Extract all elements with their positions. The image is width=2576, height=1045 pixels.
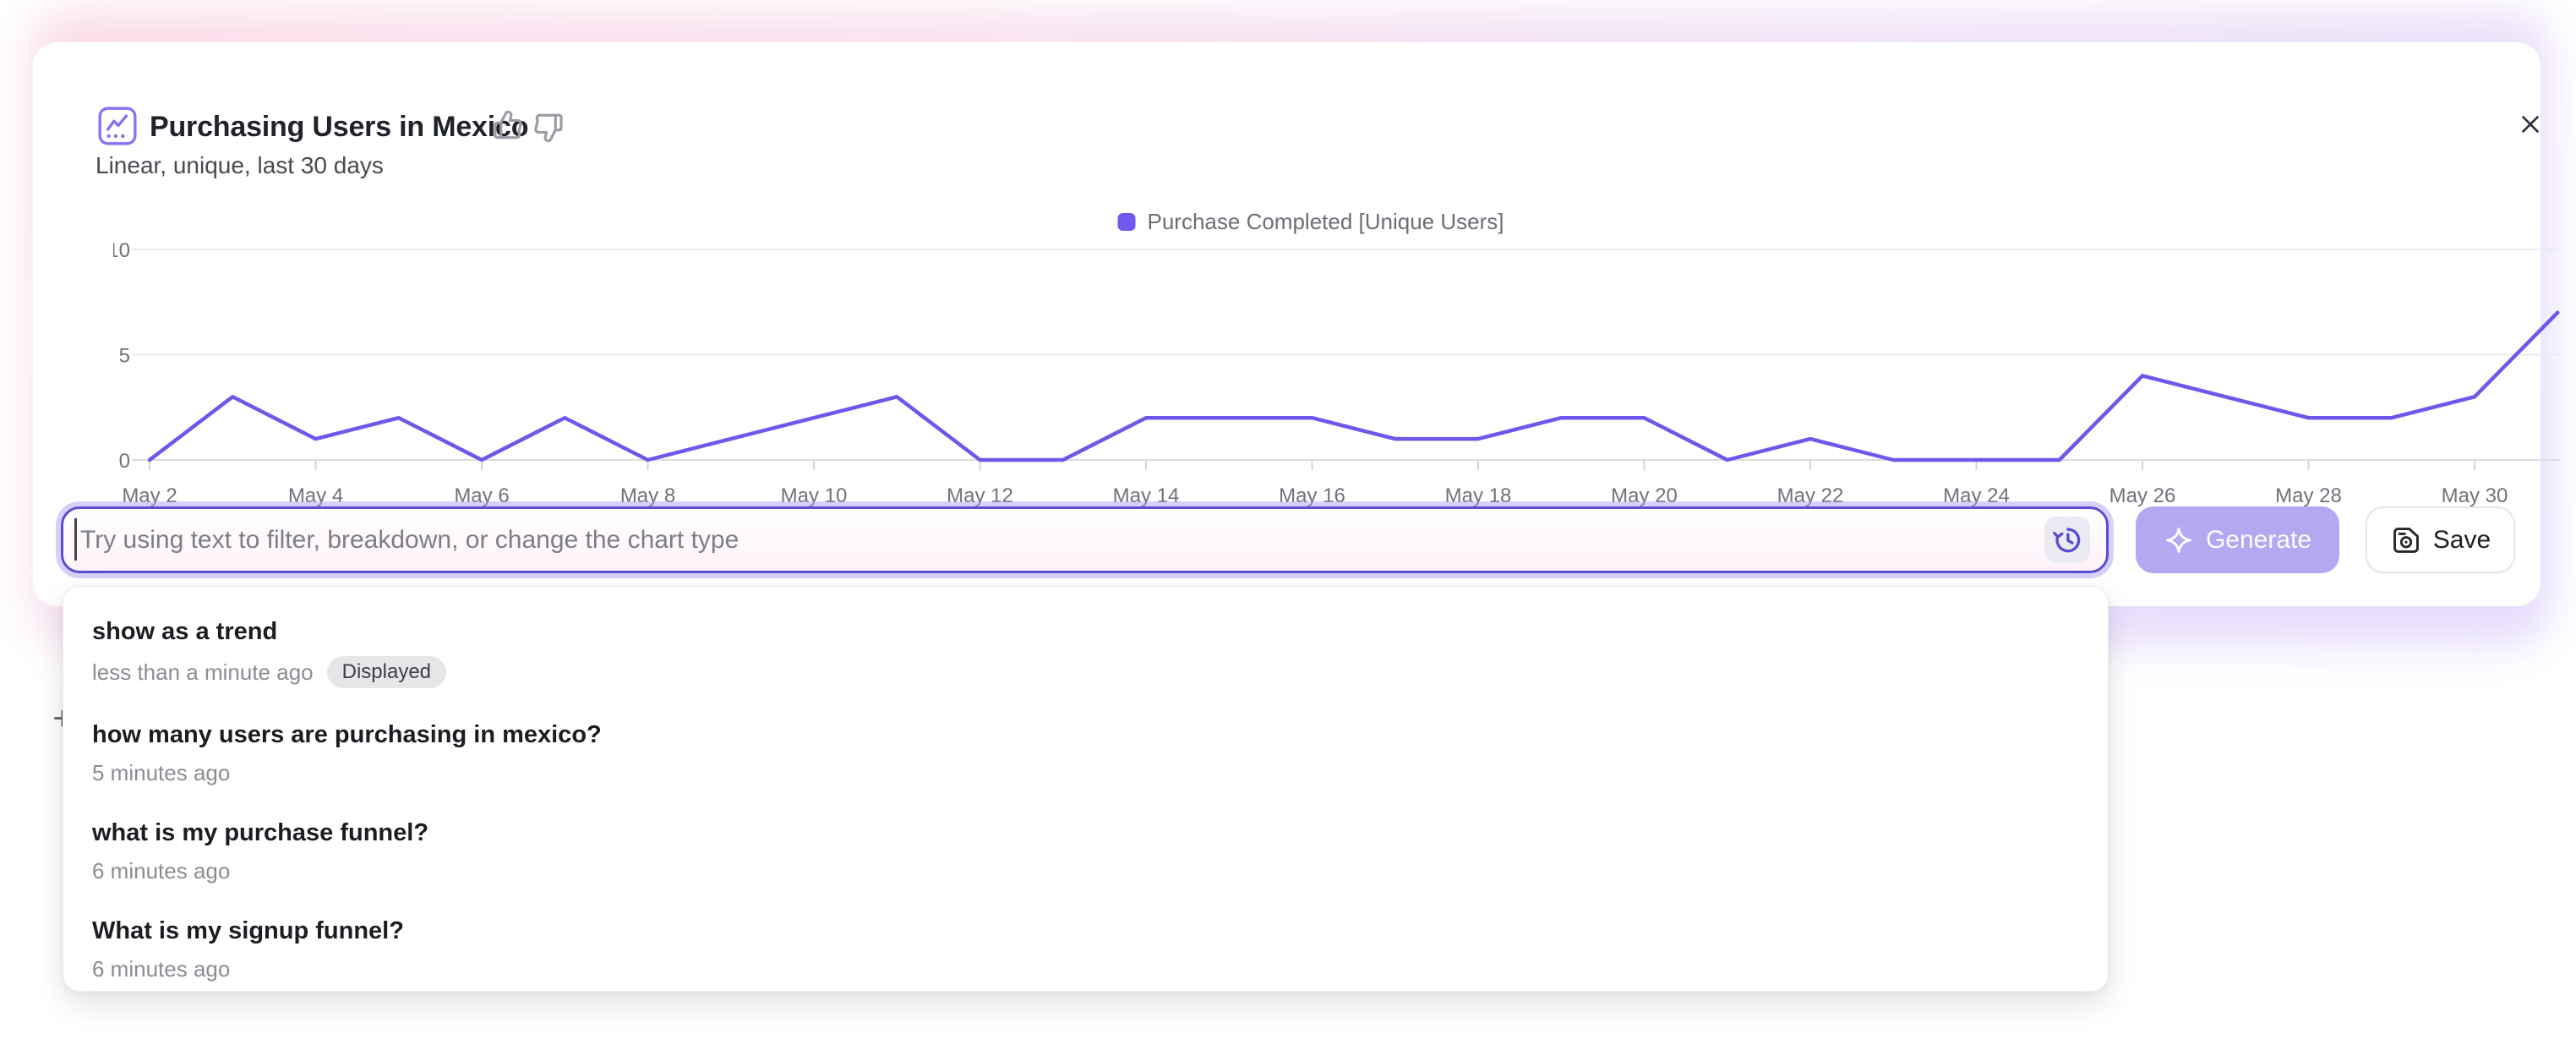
page-title: Purchasing Users in Mexico [150,111,529,143]
legend-label: Purchase Completed [Unique Users] [1147,209,1504,234]
svg-text:May 4: May 4 [288,484,343,507]
thumbs-up-icon[interactable] [489,107,527,144]
line-chart: 0 5 10 May 2 May 4 May 6 May 8 May 10 May 12 May … [113,239,2560,507]
sparkle-icon [2166,527,2191,553]
history-time: 6 minutes ago [92,858,231,884]
history-item[interactable]: What is my signup funnel? 6 minutes ago [63,900,2108,991]
svg-text:May 28: May 28 [2275,484,2342,507]
svg-text:May 10: May 10 [781,484,848,507]
svg-text:May 12: May 12 [947,484,1013,507]
svg-text:May 6: May 6 [454,484,509,507]
history-item[interactable]: how many users are purchasing in mexico?… [63,703,2108,802]
generate-button[interactable]: Generate [2136,506,2339,573]
svg-text:May 14: May 14 [1113,484,1180,507]
save-label: Save [2432,525,2491,554]
text-caret [74,518,77,561]
history-time: 5 minutes ago [92,760,231,785]
history-query: What is my signup funnel? [92,917,404,944]
save-icon [2393,527,2419,553]
history-icon[interactable] [2044,517,2090,562]
chart-subtitle: Linear, unique, last 30 days [96,152,384,178]
history-query: how many users are purchasing in mexico? [92,721,602,748]
history-item[interactable]: what is my purchase funnel? 6 minutes ag… [63,802,2108,900]
status-badge: Displayed [326,656,447,688]
svg-text:0: 0 [119,450,130,473]
history-time: 6 minutes ago [92,956,231,982]
svg-text:May 8: May 8 [620,484,675,507]
close-icon[interactable] [2508,101,2553,147]
history-query: show as a trend [92,618,278,645]
history-time: less than a minute ago [92,659,314,685]
generate-label: Generate [2205,525,2312,554]
svg-text:10: 10 [113,239,130,262]
svg-text:May 16: May 16 [1279,484,1345,507]
history-item[interactable]: show as a trend less than a minute ago D… [63,600,2108,703]
svg-text:May 22: May 22 [1777,484,1844,507]
legend-swatch [1117,213,1136,231]
svg-text:May 26: May 26 [2109,484,2176,507]
save-button[interactable]: Save [2366,506,2515,573]
svg-text:May 18: May 18 [1445,484,1512,507]
svg-text:May 2: May 2 [122,484,177,507]
chart-legend: Purchase Completed [Unique Users] [1117,209,1504,235]
svg-text:May 20: May 20 [1611,484,1678,507]
line-chart-icon [98,107,137,145]
history-dropdown: show as a trend less than a minute ago D… [63,586,2109,992]
svg-text:5: 5 [119,345,130,368]
svg-text:May 24: May 24 [1943,484,2010,507]
history-query: what is my purchase funnel? [92,819,429,846]
prompt-input[interactable] [61,506,2109,573]
svg-text:May 30: May 30 [2442,484,2508,507]
thumbs-down-icon[interactable] [530,109,567,146]
